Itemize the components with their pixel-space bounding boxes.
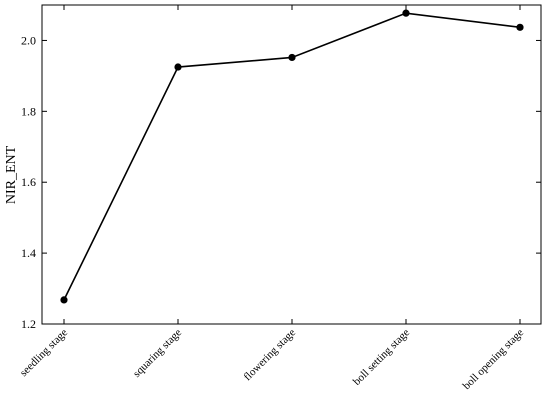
y-tick-label: 1.6: [21, 175, 36, 189]
data-point: [402, 9, 410, 17]
x-tick-label: boll opening stage: [461, 327, 527, 393]
x-tick-label: boll setting stage: [351, 327, 412, 388]
y-tick-label: 2.0: [21, 33, 36, 47]
y-tick-label: 1.2: [21, 317, 36, 331]
plot-frame: [41, 4, 542, 325]
ticks-layer: 1.2 1.4 1.6 1.8 2.0 seedling stage squaring st…: [18, 5, 541, 392]
data-point: [174, 63, 182, 71]
data-point: [288, 53, 296, 62]
axes-layer: [41, 4, 542, 325]
y-tick-label: 1.8: [21, 104, 36, 118]
data-point: [60, 296, 68, 304]
data-point: [516, 23, 524, 31]
y-tick-label: 1.4: [21, 246, 36, 260]
x-tick-label: squaring stage: [131, 327, 184, 380]
series-layer: [60, 9, 524, 304]
x-tick-label: flowering stage: [241, 327, 298, 384]
y-axis-title: NIR_ENT: [4, 145, 19, 204]
x-tick-label: seedling stage: [18, 327, 70, 379]
